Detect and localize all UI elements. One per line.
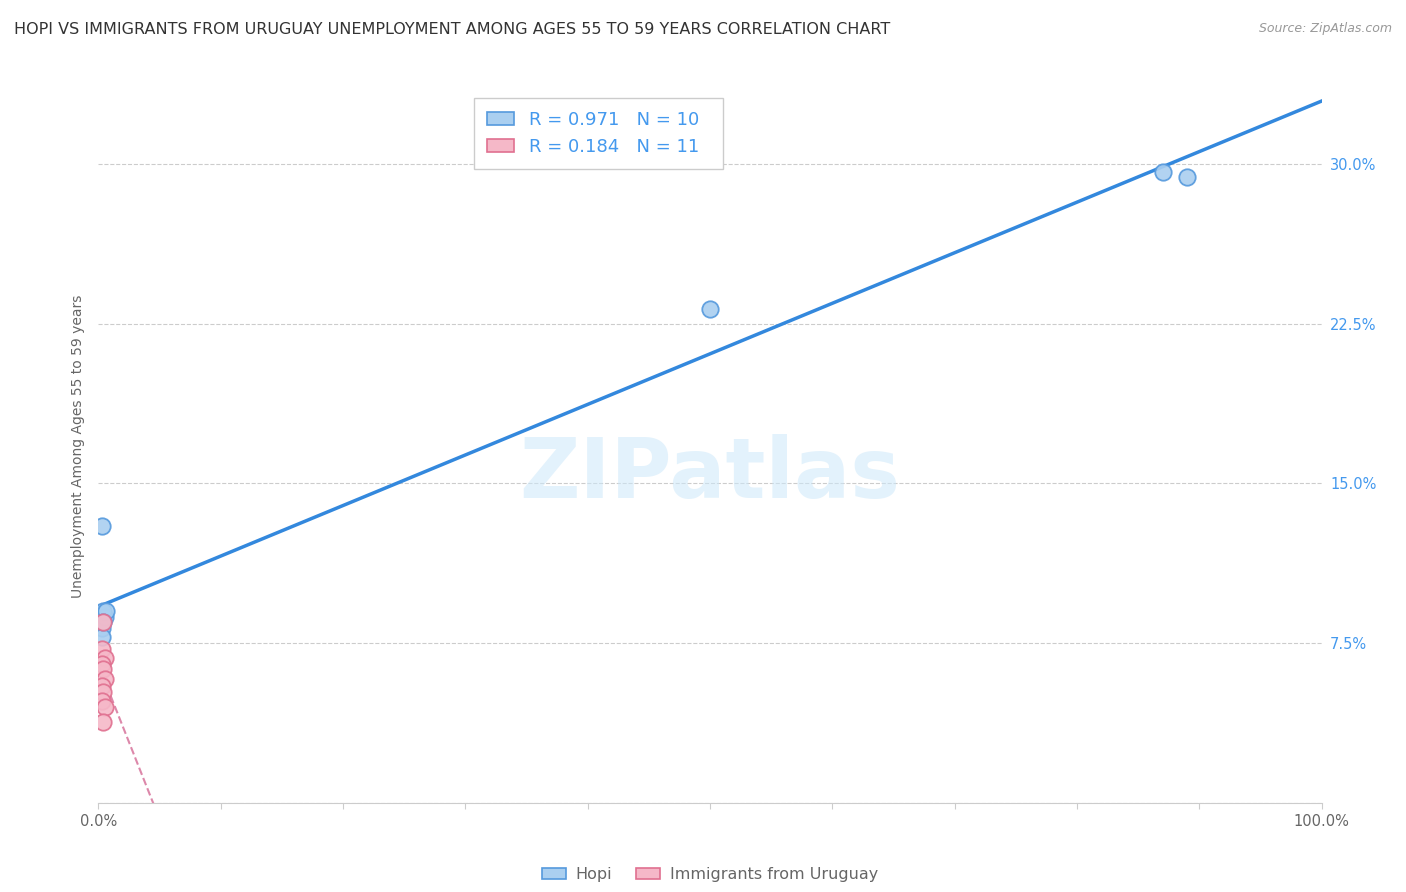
Point bbox=[91, 630, 114, 644]
Point bbox=[1175, 169, 1198, 184]
Point bbox=[1152, 165, 1174, 179]
Point bbox=[91, 685, 114, 699]
Point bbox=[699, 301, 721, 316]
Point bbox=[91, 621, 114, 635]
Point bbox=[91, 604, 114, 618]
Point bbox=[91, 657, 114, 672]
Y-axis label: Unemployment Among Ages 55 to 59 years: Unemployment Among Ages 55 to 59 years bbox=[72, 294, 86, 598]
Point bbox=[91, 615, 114, 629]
Point bbox=[93, 672, 115, 686]
Point bbox=[91, 615, 114, 629]
Text: HOPI VS IMMIGRANTS FROM URUGUAY UNEMPLOYMENT AMONG AGES 55 TO 59 YEARS CORRELATI: HOPI VS IMMIGRANTS FROM URUGUAY UNEMPLOY… bbox=[14, 22, 890, 37]
Text: ZIPatlas: ZIPatlas bbox=[520, 434, 900, 515]
Point bbox=[91, 714, 114, 729]
Point bbox=[91, 679, 114, 693]
Point bbox=[91, 693, 114, 707]
Point bbox=[93, 610, 115, 624]
Point bbox=[91, 662, 114, 676]
Point bbox=[94, 604, 117, 618]
Point bbox=[93, 700, 115, 714]
Text: Source: ZipAtlas.com: Source: ZipAtlas.com bbox=[1258, 22, 1392, 36]
Point bbox=[93, 651, 115, 665]
Legend: Hopi, Immigrants from Uruguay: Hopi, Immigrants from Uruguay bbox=[536, 861, 884, 888]
Point bbox=[91, 519, 114, 533]
Point bbox=[91, 642, 114, 657]
